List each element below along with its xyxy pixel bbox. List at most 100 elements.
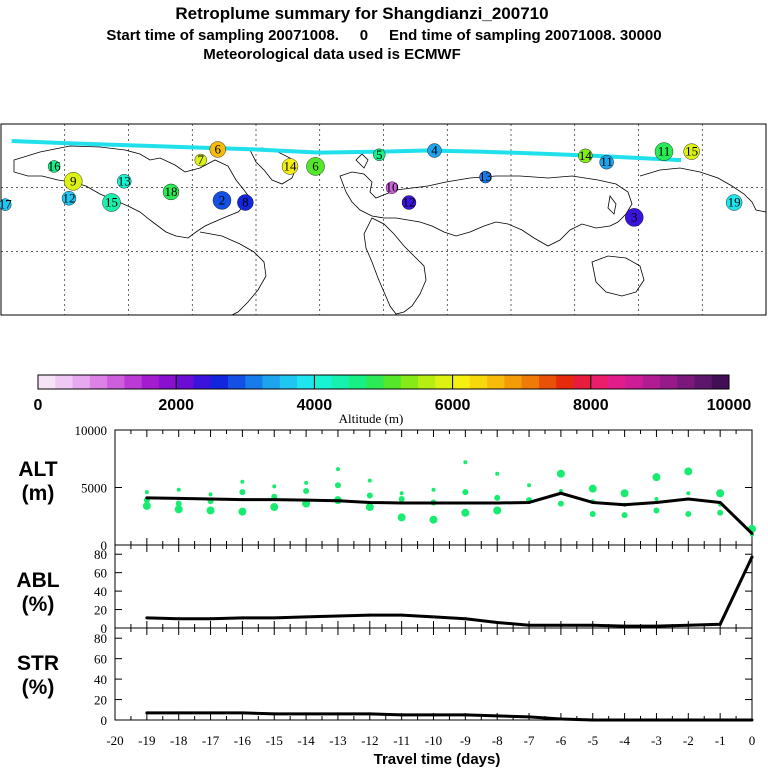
series-point	[527, 715, 531, 719]
colorbar-cell	[435, 375, 453, 389]
cluster-point	[334, 482, 341, 489]
series-point	[368, 500, 372, 504]
trajectory-marker	[102, 193, 121, 212]
marker-age-label: 15	[685, 144, 698, 159]
series-point	[145, 616, 149, 620]
colorbar-ticks: 0 2000 4000 6000 8000 10000	[34, 375, 752, 414]
colorbar-cell	[245, 375, 263, 389]
x-tick-label: -11	[393, 733, 410, 748]
colorbar-cell	[590, 375, 609, 389]
cluster-point	[431, 487, 436, 492]
cluster-point	[270, 503, 279, 512]
cluster-point	[493, 506, 502, 515]
series-point	[623, 718, 627, 722]
marker-age-label: 4	[431, 143, 438, 158]
series-point	[368, 712, 372, 716]
cluster-point	[208, 492, 213, 497]
cluster-point	[652, 473, 661, 482]
series-point	[304, 498, 308, 502]
colorbar-cell	[573, 375, 592, 389]
y-tick-label: 0	[101, 713, 108, 728]
series-point	[463, 713, 467, 717]
y-tick-label: 0	[101, 538, 108, 553]
marker-age-label: 2	[219, 192, 226, 207]
colorbar-cell	[38, 375, 56, 389]
colorbar-cell	[711, 375, 730, 389]
x-tick-label: -1	[715, 733, 726, 748]
trajectory-marker	[427, 143, 442, 158]
abl-panel-unit: (%)	[22, 593, 55, 616]
colorbar-cell	[158, 375, 177, 389]
series-point	[432, 713, 435, 717]
cluster-point	[684, 467, 693, 476]
colorbar-tick-label: 6000	[435, 397, 471, 414]
cluster-point	[365, 503, 374, 512]
colorbar-cell	[176, 375, 194, 389]
cluster-point	[716, 489, 725, 498]
colorbar-cell	[677, 375, 695, 389]
y-tick-label: 20	[94, 693, 107, 708]
series-point	[145, 711, 149, 715]
series-point	[527, 623, 531, 627]
x-tick-label: -4	[619, 733, 630, 748]
marker-age-label: 14	[579, 148, 593, 163]
series-point	[336, 499, 340, 503]
trajectory-marker	[599, 154, 614, 170]
str-panel: STR (%) 0 20 40 60 80	[17, 627, 754, 728]
colorbar-cell	[383, 375, 402, 389]
trajectory-marker	[47, 160, 61, 173]
series-point	[686, 623, 690, 627]
marker-age-label: 8	[242, 195, 249, 210]
series-point	[240, 616, 244, 620]
cluster-point	[367, 478, 372, 483]
colorbar-tick-label: 10000	[707, 397, 752, 414]
x-tick-label: -2	[683, 733, 694, 748]
series-point	[591, 718, 595, 722]
colorbar-cell	[55, 375, 73, 389]
x-tick-label: -5	[587, 733, 598, 748]
colorbar-cell	[89, 375, 108, 389]
series-point	[559, 623, 563, 627]
str-panel-label: STR	[17, 652, 59, 675]
colorbar-cell	[538, 375, 557, 389]
colorbar-cell	[521, 375, 540, 389]
trajectory-marker	[194, 153, 207, 167]
series-point	[400, 613, 404, 617]
series-point	[654, 500, 658, 504]
y-tick-label: 80	[94, 547, 107, 562]
cluster-point	[366, 492, 373, 499]
series-point	[623, 503, 627, 507]
series-point	[432, 501, 435, 505]
cluster-point	[494, 494, 501, 501]
series-point	[400, 713, 404, 717]
alt-panel-unit: (m)	[22, 482, 55, 505]
x-tick-label: -17	[202, 733, 220, 748]
cluster-point	[495, 471, 500, 476]
cluster-point	[144, 490, 149, 495]
series-point	[495, 501, 499, 505]
marker-age-label: 16	[48, 158, 62, 173]
trajectory-marker	[373, 148, 386, 161]
y-tick-label: 40	[94, 672, 107, 687]
series-point	[272, 712, 276, 716]
marker-age-label: 13	[118, 173, 131, 188]
colorbar-label: Altitude (m)	[339, 411, 404, 426]
colorbar-cell	[124, 375, 142, 389]
x-tick-label: -8	[492, 733, 503, 748]
cluster-point	[335, 467, 340, 472]
series-point	[240, 498, 244, 502]
trajectory-marker	[725, 194, 743, 211]
series-point	[177, 711, 181, 715]
x-tick-label: -7	[524, 733, 535, 748]
series-point	[272, 498, 276, 502]
x-axis-label: Travel time (days)	[374, 751, 501, 768]
colorbar-cell	[331, 375, 350, 389]
y-tick-label: 80	[94, 631, 107, 646]
series-line-0	[146, 491, 754, 535]
series-point	[240, 711, 244, 715]
cluster-point	[654, 497, 659, 501]
marker-age-label: 17	[0, 197, 12, 212]
x-tick-label: -13	[329, 733, 346, 748]
series-point	[654, 718, 658, 722]
str-panel-unit: (%)	[22, 676, 55, 699]
